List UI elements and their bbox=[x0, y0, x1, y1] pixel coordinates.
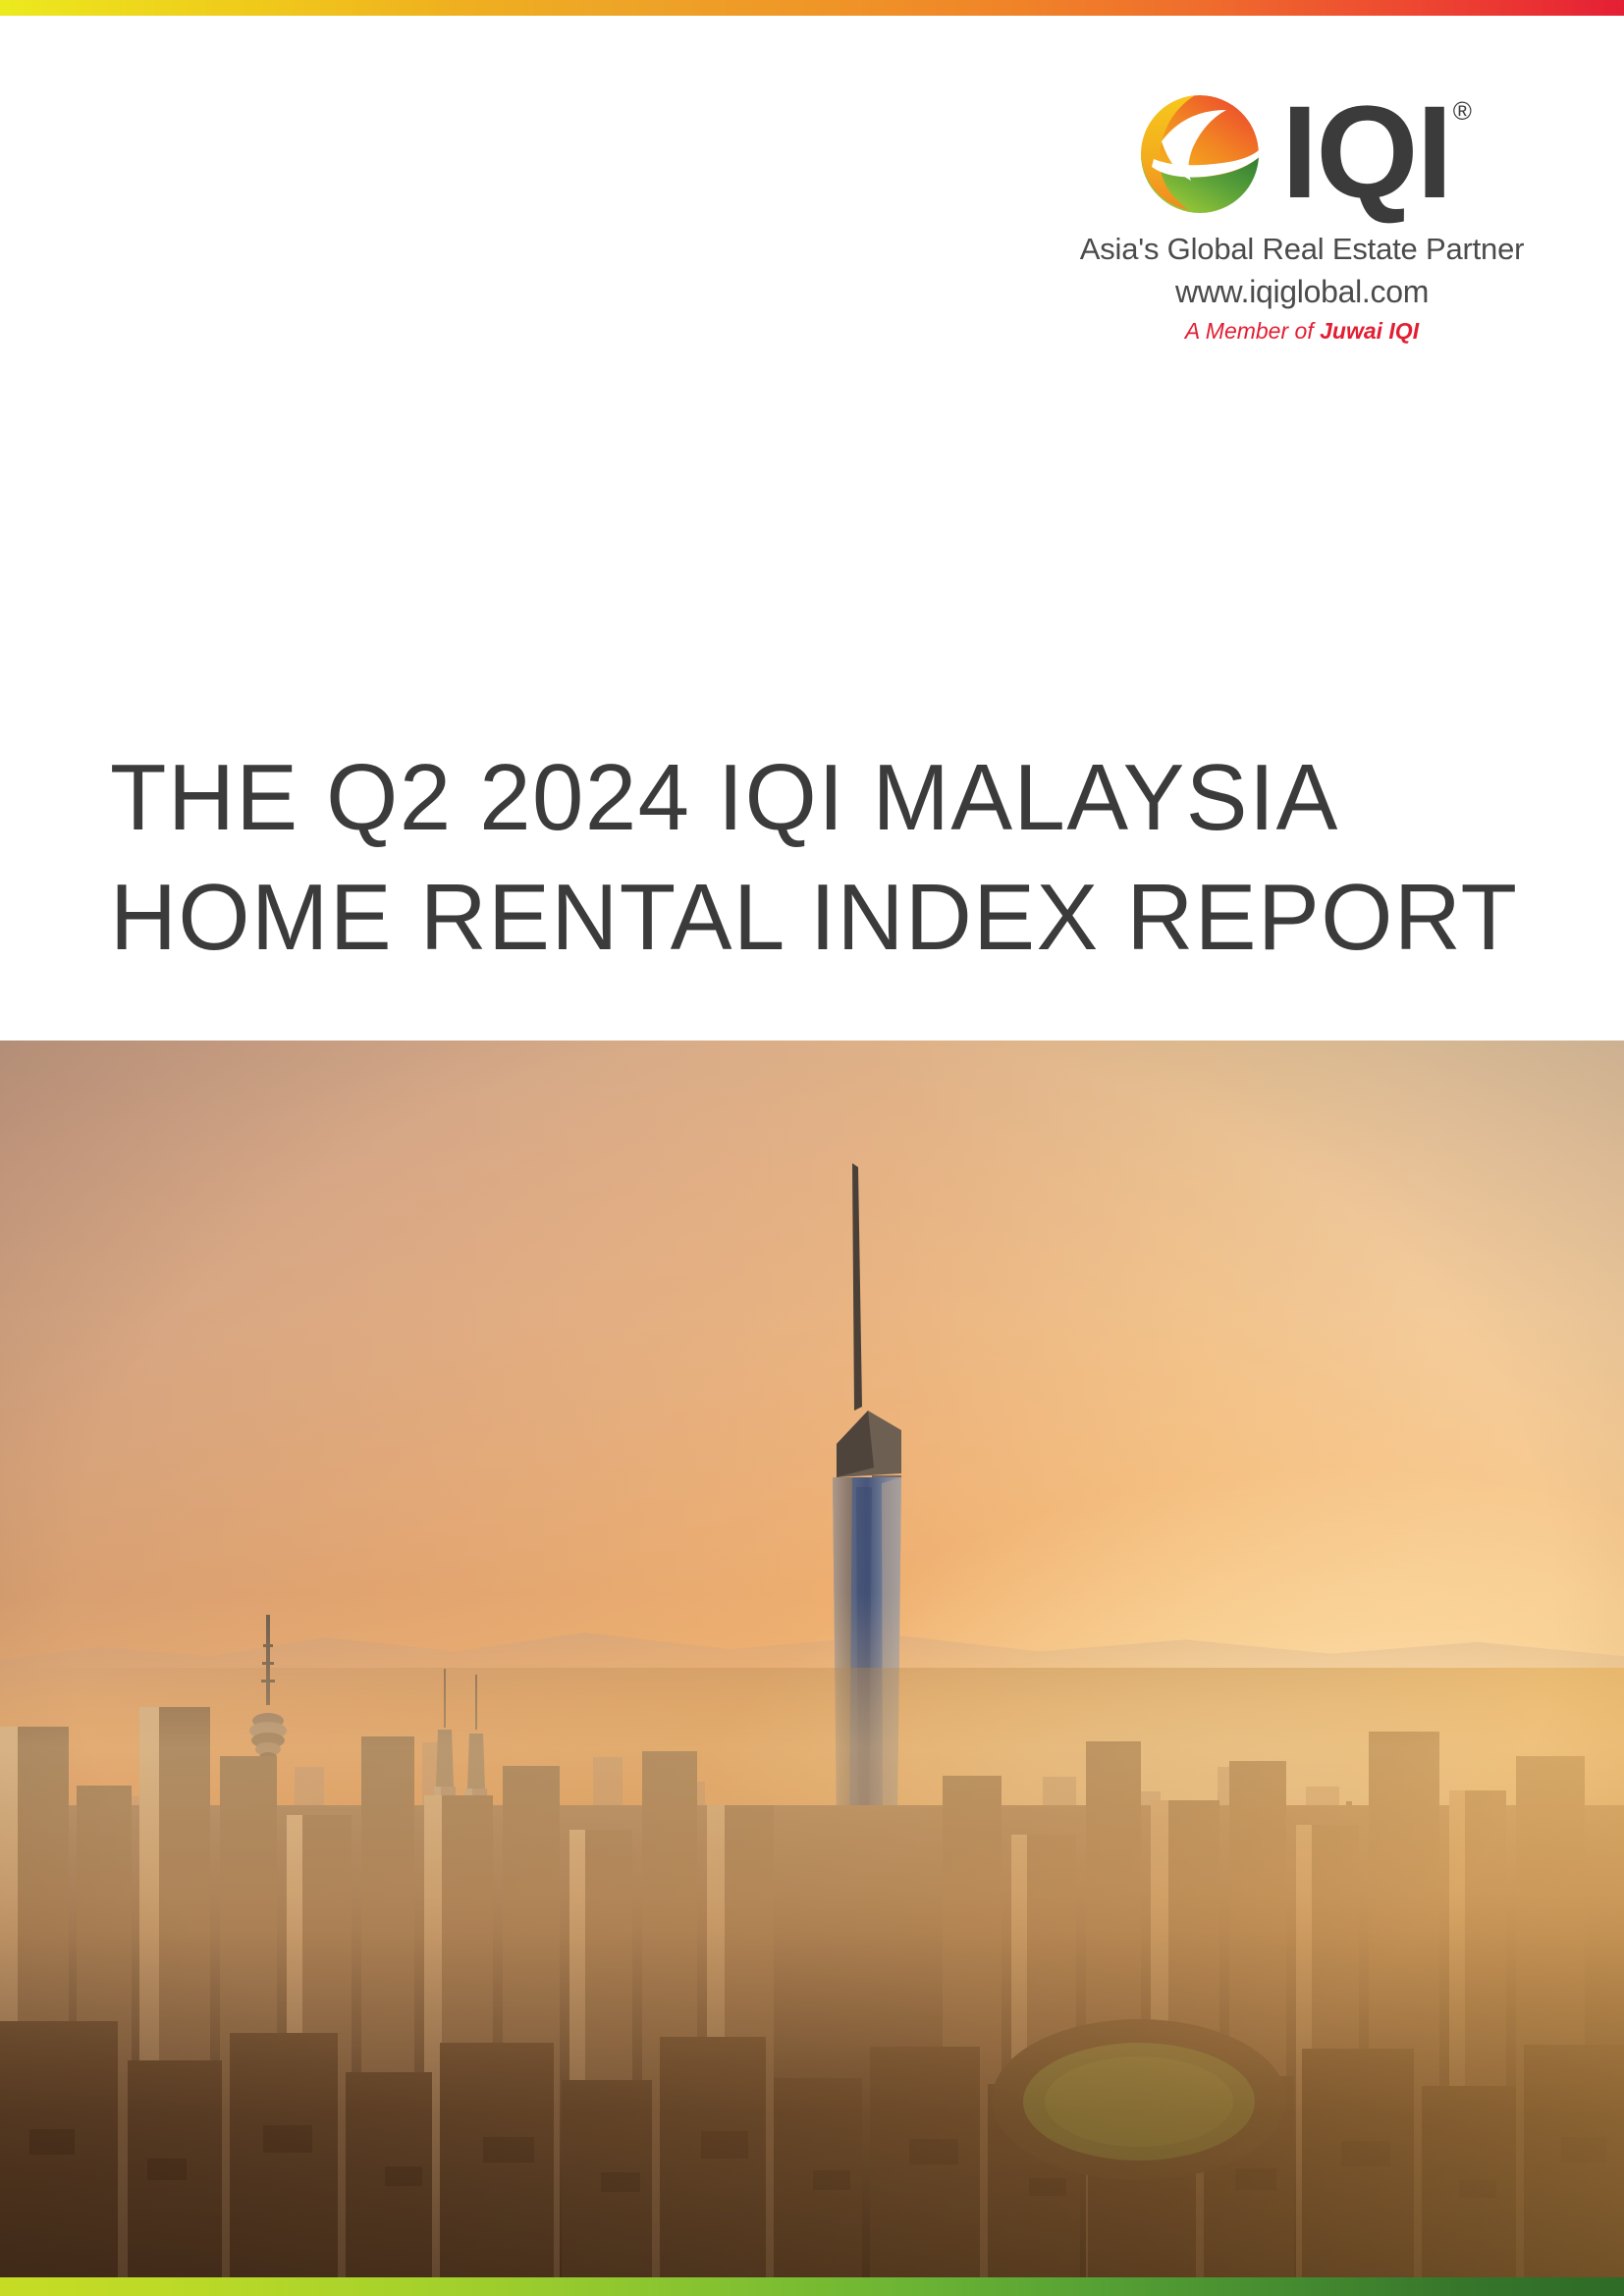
bottom-gradient-bar bbox=[0, 2277, 1624, 2296]
iqi-wordmark-text: IQI bbox=[1281, 80, 1453, 226]
brand-tagline: Asia's Global Real Estate Partner bbox=[1079, 232, 1525, 266]
brand-website[interactable]: www.iqiglobal.com bbox=[1174, 274, 1430, 309]
member-prefix-text: A Member of bbox=[1184, 318, 1321, 344]
hero-photo-kuala-lumpur-skyline bbox=[0, 1041, 1624, 2296]
report-title: THE Q2 2024 IQI MALAYSIA HOME RENTAL IND… bbox=[110, 738, 1519, 978]
iqi-globe-logo-icon bbox=[1132, 86, 1268, 222]
parent-company-name: Juwai IQI bbox=[1320, 318, 1420, 344]
parent-company-note: A Member of Juwai IQI bbox=[1066, 318, 1538, 345]
report-title-line-1: THE Q2 2024 IQI MALAYSIA bbox=[110, 745, 1339, 850]
logo-lockup: IQI ® bbox=[1066, 86, 1538, 226]
report-title-line-2: HOME RENTAL INDEX REPORT bbox=[110, 865, 1519, 970]
top-gradient-bar bbox=[0, 0, 1624, 16]
registered-trademark-icon: ® bbox=[1452, 96, 1472, 126]
iqi-wordmark: IQI ® bbox=[1281, 80, 1472, 226]
iqi-logo-block: IQI ® Asia's Global Real Estate Partner … bbox=[1066, 86, 1538, 345]
foreground-cityscape bbox=[0, 1668, 1624, 2296]
